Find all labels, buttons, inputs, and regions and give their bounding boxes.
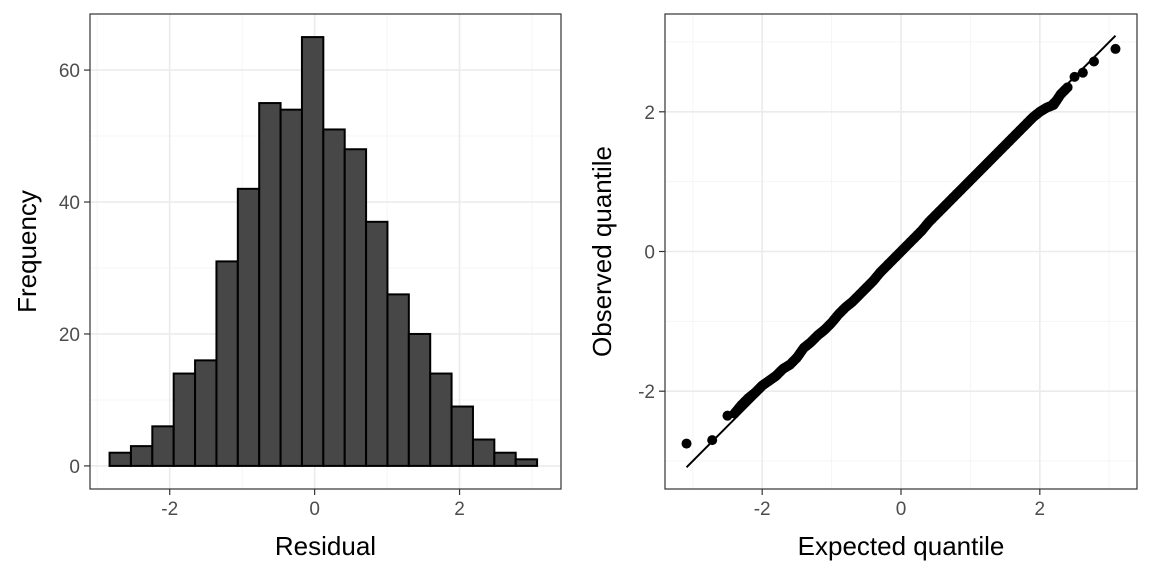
qq-x-tick-label: 2 <box>1035 499 1046 520</box>
qq-plot-panel: -2 0 2 -2 0 2 Expected quantile Observed qua… <box>587 13 1138 561</box>
histogram-bar <box>151 425 175 467</box>
qq-y-tick-label: -2 <box>638 382 655 403</box>
histogram-bar <box>450 405 474 467</box>
qq-plot-x-axis-title: Expected quantile <box>798 531 1005 561</box>
qq-point <box>1062 82 1073 93</box>
qq-x-tick-label: -2 <box>754 499 771 520</box>
qq-point <box>1077 67 1088 78</box>
histogram-bars <box>108 36 539 467</box>
qq-point <box>1069 71 1080 82</box>
qq-y-tick-label: 2 <box>644 103 655 124</box>
histogram-bar <box>194 359 218 467</box>
qq-plot-x-ticks: -2 0 2 <box>754 489 1045 520</box>
qq-plot-points <box>681 43 1121 449</box>
histogram-bar <box>429 372 453 467</box>
histogram-bar <box>129 445 154 467</box>
histogram-y-tick-label: 20 <box>59 325 80 346</box>
histogram-x-tick-label: -2 <box>161 499 178 520</box>
histogram-y-ticks: 0 20 40 60 <box>59 61 90 478</box>
qq-plot-y-ticks: -2 0 2 <box>638 103 665 403</box>
histogram-bar <box>215 260 239 467</box>
histogram-bar <box>258 102 282 467</box>
histogram-x-ticks: -2 0 2 <box>161 489 465 520</box>
qq-point <box>681 438 692 449</box>
histogram-panel-border <box>89 13 562 490</box>
qq-plot-gridlines <box>665 14 1137 489</box>
histogram-y-tick-label: 0 <box>69 457 80 478</box>
histogram-y-tick-label: 40 <box>59 193 80 214</box>
qq-y-tick-label: 0 <box>644 243 655 264</box>
histogram-bar <box>300 36 325 467</box>
histogram-bar <box>493 451 517 467</box>
histogram-bar <box>471 438 496 467</box>
histogram-bar <box>407 332 432 467</box>
qq-point <box>707 435 718 446</box>
histogram-bar <box>108 451 132 467</box>
histogram-x-axis-title: Residual <box>275 531 376 561</box>
qq-point <box>1088 56 1099 67</box>
histogram-bar <box>343 148 368 467</box>
histogram-x-tick-label: 2 <box>454 499 465 520</box>
histogram-bar <box>172 372 197 467</box>
histogram-y-axis-title: Frequency <box>12 190 42 313</box>
histogram-bar <box>514 458 539 467</box>
histogram-bar <box>279 108 303 467</box>
histogram-x-tick-label: 0 <box>309 499 320 520</box>
histogram-bar <box>365 220 389 467</box>
histogram-panel: -2 0 2 0 20 40 60 Residual Frequency <box>12 13 562 561</box>
qq-x-tick-label: 0 <box>896 499 907 520</box>
qq-point <box>1110 43 1121 54</box>
qq-plot-y-axis-title: Observed quantile <box>587 146 617 357</box>
histogram-bar <box>322 128 346 467</box>
histogram-bar <box>386 293 410 467</box>
histogram-bar <box>236 187 261 467</box>
histogram-y-tick-label: 60 <box>59 61 80 82</box>
